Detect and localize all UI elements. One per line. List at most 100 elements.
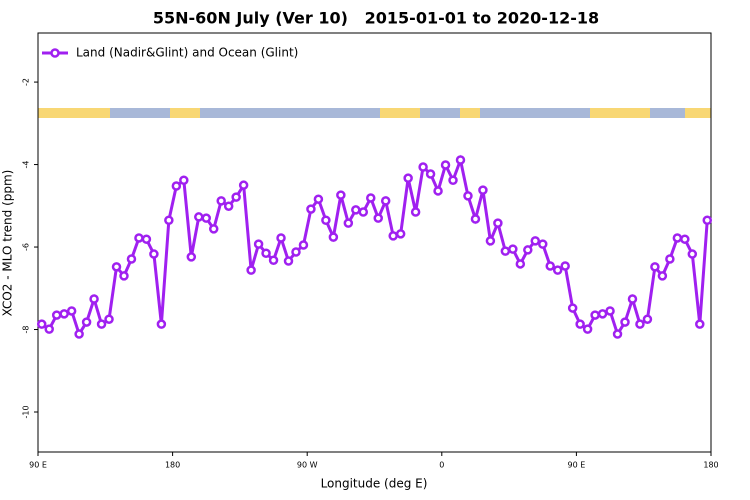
x-tick-label: 180 [703, 461, 718, 470]
data-point [380, 196, 391, 206]
data-point [366, 193, 376, 203]
data-point [627, 294, 638, 304]
x-tick-label: 90 W [297, 461, 318, 470]
data-point [208, 224, 219, 234]
data-point [306, 204, 316, 214]
data-point [81, 317, 92, 327]
data-point [702, 215, 713, 225]
data-point [126, 254, 137, 264]
data-point [336, 190, 346, 200]
data-point [149, 249, 159, 259]
data-point [425, 169, 436, 179]
map-ocean [480, 108, 590, 118]
data-point [388, 231, 398, 241]
data-point [575, 319, 585, 329]
data-point [328, 232, 339, 242]
data-point [538, 239, 548, 249]
data-point [657, 271, 668, 281]
data-point [552, 265, 563, 275]
plot-frame [37, 32, 712, 453]
data-point [59, 309, 69, 319]
data-point [253, 239, 264, 249]
data-point [36, 319, 47, 329]
y-axis-label: XCO2 - MLO trend (ppm) [1, 170, 15, 317]
y-tick-label: -2 [22, 78, 31, 86]
data-point [238, 180, 249, 190]
data-point [44, 324, 54, 334]
data-point [261, 248, 271, 258]
data-point [582, 324, 593, 334]
data-point [164, 215, 174, 225]
data-point [141, 234, 152, 244]
data-point [485, 236, 496, 246]
data-point [455, 155, 466, 165]
y-tick-label: -10 [22, 405, 31, 418]
data-point [605, 306, 615, 316]
x-tick-label: 90 E [29, 461, 47, 470]
legend-label: Land (Nadir&Glint) and Ocean (Glint) [76, 46, 298, 60]
data-point [343, 218, 354, 228]
data-point [216, 196, 226, 206]
data-point [111, 262, 122, 272]
data-point [470, 214, 481, 224]
y-tick-label: -6 [22, 243, 31, 251]
legend-marker [50, 48, 60, 58]
data-point [268, 255, 279, 265]
data-point [620, 317, 630, 327]
x-tick-label: 180 [165, 461, 180, 470]
data-point [695, 319, 705, 329]
data-point [395, 229, 406, 239]
data-point [134, 233, 144, 243]
data-point [179, 175, 189, 185]
data-point [96, 319, 107, 329]
data-point [560, 261, 570, 271]
data-point [246, 265, 256, 275]
data-point [351, 205, 361, 215]
data-point [597, 309, 608, 319]
data-point [223, 201, 234, 211]
data-point [201, 213, 211, 223]
data-point [171, 181, 182, 191]
data-point [358, 207, 369, 217]
data-point [508, 244, 518, 254]
data-point [463, 191, 473, 201]
data-point [283, 256, 294, 266]
data-point [590, 310, 600, 320]
data-point [523, 245, 533, 255]
data-point [156, 319, 167, 329]
data-point [650, 262, 660, 272]
data-point [635, 319, 645, 329]
map-ocean [200, 108, 380, 118]
data-point [66, 306, 77, 316]
map-ocean [420, 108, 460, 118]
data-point [291, 247, 301, 257]
data-point [515, 259, 526, 269]
data-point [410, 207, 421, 217]
data-point [612, 329, 623, 339]
chart-title: 55N-60N July (Ver 10) 2015-01-01 to 2020… [153, 9, 599, 28]
map-strip [38, 108, 711, 118]
data-point [530, 236, 541, 246]
data-point [194, 212, 204, 222]
data-point [298, 240, 309, 250]
data-point [642, 314, 653, 324]
data-point [418, 162, 428, 172]
data-point [186, 252, 197, 262]
data-point [74, 329, 84, 339]
data-point [680, 234, 690, 244]
data-point [493, 218, 503, 228]
data-point [665, 254, 675, 264]
data-point [567, 303, 578, 313]
data-point [104, 314, 114, 324]
data-point [448, 175, 458, 185]
data-point [321, 215, 331, 225]
data-point [687, 249, 698, 259]
x-tick-label: 0 [439, 461, 444, 470]
data-point [403, 173, 413, 183]
data-point [231, 192, 241, 202]
map-ocean [650, 108, 685, 118]
data-point [313, 194, 324, 204]
x-tick-label: 90 E [568, 461, 586, 470]
